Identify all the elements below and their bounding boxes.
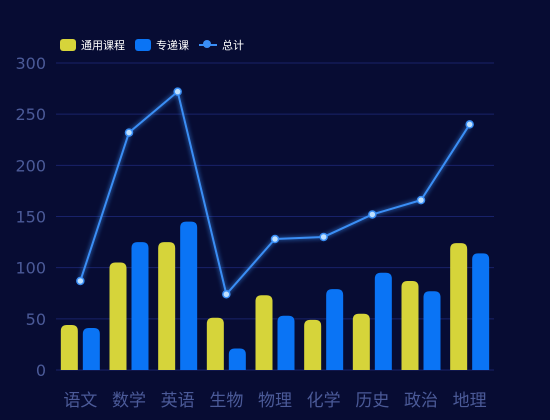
y-tick-label: 50 (26, 310, 46, 329)
axis-label-layer: 0 50 100 150 200 250 300 语文 数学 英语 生物 物理 化学 历史 政治 地理 (15, 54, 486, 411)
chart-legend: 通用课程 专递课 总计 (60, 37, 244, 53)
bar-general (158, 242, 176, 370)
total-point (368, 210, 377, 219)
x-tick-label: 物理 (258, 391, 292, 411)
y-tick-label: 250 (15, 105, 46, 124)
x-tick-label: 政治 (404, 391, 438, 411)
bar-general (206, 317, 224, 370)
total-point (319, 232, 328, 242)
bar-general (401, 280, 419, 370)
bar-special (82, 328, 100, 370)
bar-special (472, 253, 490, 370)
total-point (222, 290, 231, 299)
bar-general (352, 313, 370, 370)
x-tick-label: 地理 (453, 391, 487, 411)
bar-special (374, 272, 392, 370)
legend-item-special[interactable]: 专递课 (135, 37, 189, 53)
bar-general (109, 262, 127, 370)
bar-special (228, 348, 246, 370)
bar-special (277, 315, 295, 370)
x-tick-label: 数学 (112, 391, 146, 411)
legend-swatch-special (135, 39, 151, 51)
legend-item-total[interactable]: 总计 (199, 37, 244, 53)
x-tick-label: 语文 (63, 391, 97, 411)
total-point (76, 276, 85, 286)
legend-label-total: 总计 (222, 39, 244, 52)
bar-special (326, 289, 344, 370)
grid-layer (56, 62, 494, 371)
x-tick-label: 英语 (161, 391, 195, 411)
legend-label-general: 通用课程 (81, 39, 125, 52)
legend-item-general[interactable]: 通用课程 (60, 37, 125, 53)
total-point (173, 87, 182, 96)
bar-special (131, 242, 149, 370)
y-tick-label: 0 (36, 361, 46, 380)
total-point (270, 234, 280, 244)
total-point (416, 195, 426, 205)
bar-general (60, 324, 78, 370)
legend-swatch-general (60, 39, 76, 51)
y-tick-label: 150 (15, 208, 46, 227)
x-tick-label: 生物 (209, 391, 243, 411)
y-tick-label: 200 (15, 156, 46, 175)
bar-general (450, 243, 468, 370)
x-tick-label: 化学 (307, 391, 341, 411)
x-tick-label: 历史 (355, 391, 389, 411)
bar-general (255, 295, 273, 370)
y-tick-label: 300 (15, 54, 46, 73)
line-layer (76, 87, 474, 299)
bar-special (423, 291, 441, 370)
bar-layer (60, 221, 490, 370)
total-point (124, 128, 134, 137)
bar-special (180, 221, 198, 370)
y-tick-label: 100 (15, 259, 46, 278)
legend-label-special: 专递课 (156, 39, 189, 52)
legend-swatch-total (199, 39, 217, 51)
bar-general (304, 319, 322, 370)
total-point (465, 120, 474, 129)
